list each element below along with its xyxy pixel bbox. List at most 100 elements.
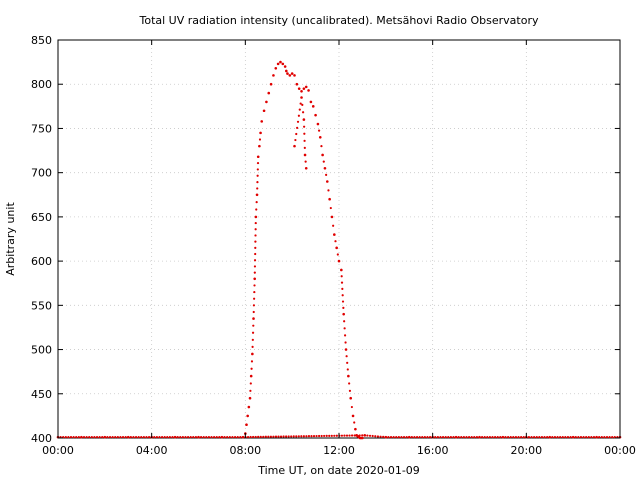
y-axis-label: Arbitrary unit <box>4 202 17 276</box>
data-point <box>603 436 606 439</box>
data-point <box>253 284 256 287</box>
data-point <box>538 436 541 439</box>
data-point <box>134 436 138 439</box>
data-point <box>303 153 307 157</box>
data-point <box>304 85 308 89</box>
data-point <box>119 436 122 439</box>
y-tick-label: 650 <box>31 211 52 224</box>
data-point <box>517 436 520 439</box>
data-point <box>256 155 260 159</box>
data-point <box>351 414 355 418</box>
x-tick-label: 04:00 <box>136 444 168 457</box>
data-point <box>281 62 285 66</box>
data-point <box>363 434 367 437</box>
data-point <box>304 166 308 170</box>
data-point <box>582 436 585 439</box>
data-point <box>522 436 525 439</box>
data-point <box>346 361 349 364</box>
data-point <box>272 435 275 438</box>
data-point <box>279 60 282 64</box>
x-tick-label: 00:00 <box>604 444 636 457</box>
data-point <box>499 436 502 439</box>
data-point <box>254 228 257 231</box>
data-point <box>530 436 533 439</box>
data-point <box>254 221 257 225</box>
y-tick-label: 500 <box>31 344 52 357</box>
data-point <box>343 334 347 337</box>
data-point <box>460 436 463 439</box>
data-point <box>315 434 318 438</box>
data-point <box>194 436 197 439</box>
data-point <box>256 187 259 190</box>
data-point <box>356 434 359 437</box>
data-point <box>491 436 494 439</box>
data-point <box>80 435 83 439</box>
data-point <box>85 436 88 439</box>
y-tick-label: 700 <box>31 167 52 180</box>
data-point <box>269 82 273 86</box>
data-point <box>247 405 251 409</box>
data-point <box>252 435 255 439</box>
data-point <box>286 72 289 75</box>
data-point <box>290 72 294 75</box>
data-point <box>540 436 544 439</box>
data-point <box>436 436 439 439</box>
data-point <box>276 62 280 66</box>
data-point <box>462 436 465 439</box>
data-point <box>126 435 130 439</box>
data-point <box>300 435 303 438</box>
data-point <box>592 436 596 439</box>
data-point <box>611 436 614 439</box>
data-point <box>340 268 343 272</box>
data-point <box>301 111 305 114</box>
x-tick-label: 16:00 <box>417 444 449 457</box>
data-point <box>231 436 234 439</box>
data-point <box>481 436 484 439</box>
data-point <box>255 201 258 204</box>
data-point <box>507 436 510 439</box>
data-point <box>312 434 316 438</box>
data-point <box>260 120 264 123</box>
data-point <box>330 434 333 437</box>
data-point <box>262 109 266 113</box>
data-point <box>252 324 255 327</box>
data-point <box>366 434 369 437</box>
data-point <box>124 436 127 439</box>
data-point <box>605 436 609 439</box>
data-points <box>56 60 622 440</box>
data-point <box>202 436 205 439</box>
data-point <box>323 434 326 438</box>
data-point <box>132 436 135 439</box>
data-point <box>254 435 257 439</box>
data-point <box>475 436 478 439</box>
data-point <box>342 312 345 316</box>
data-point <box>330 215 334 219</box>
data-point <box>251 338 254 341</box>
data-point <box>354 427 357 431</box>
data-point <box>577 436 580 439</box>
data-point <box>310 435 313 438</box>
data-point <box>345 434 349 437</box>
data-point <box>302 118 306 121</box>
data-point <box>325 180 329 183</box>
data-point <box>488 436 492 439</box>
data-point <box>342 306 345 309</box>
data-point <box>258 144 261 148</box>
data-point <box>250 367 253 370</box>
data-point <box>402 436 406 439</box>
data-point <box>228 436 231 439</box>
data-point <box>395 436 398 439</box>
data-point <box>269 435 272 438</box>
data-point <box>454 435 458 439</box>
data-point <box>205 436 208 439</box>
data-point <box>295 82 299 86</box>
data-point <box>197 435 200 439</box>
data-point <box>358 434 361 437</box>
data-point <box>259 131 262 135</box>
data-point <box>561 436 564 439</box>
data-point <box>108 436 112 439</box>
data-point <box>192 436 195 439</box>
data-point <box>353 434 356 437</box>
data-point <box>251 331 255 334</box>
data-point <box>413 436 416 439</box>
